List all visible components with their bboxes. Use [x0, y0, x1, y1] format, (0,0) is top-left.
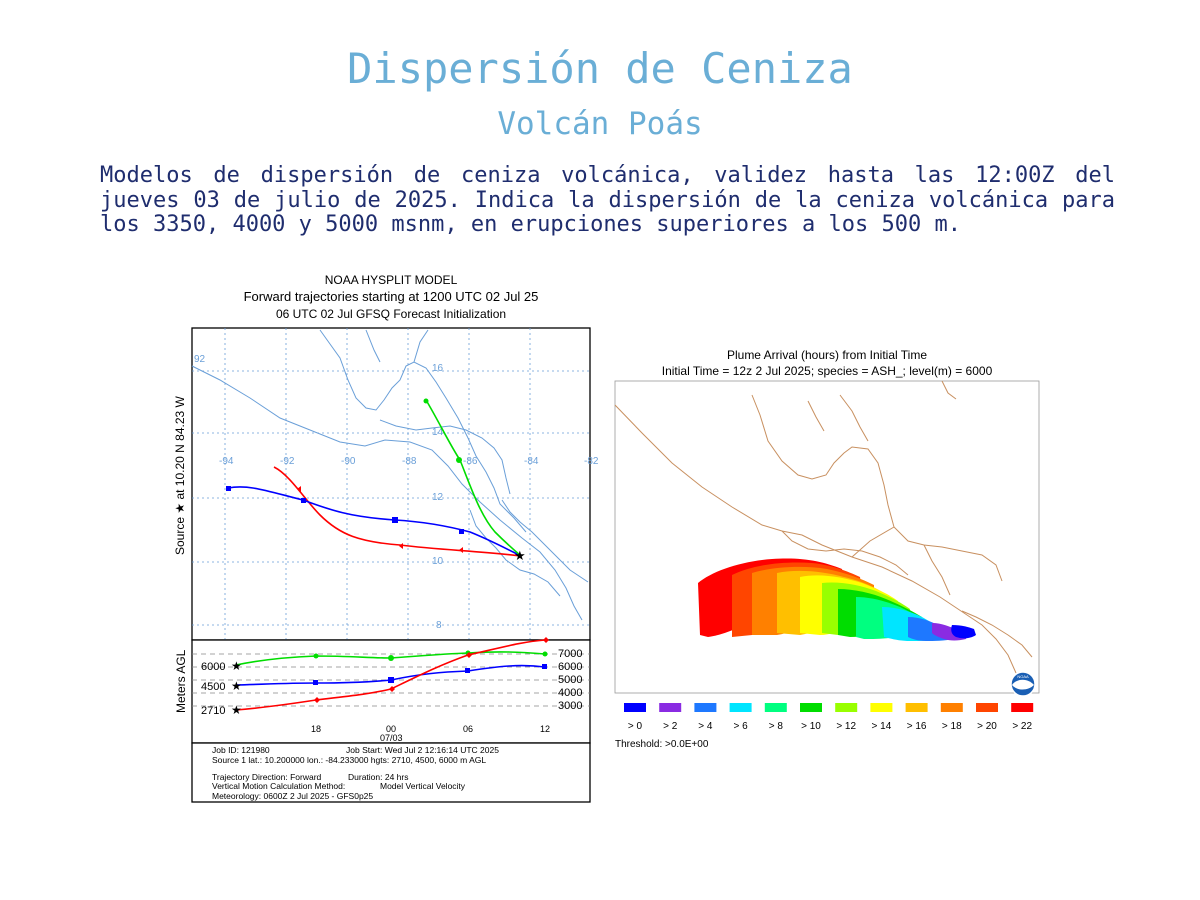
plume-threshold: Threshold: >0.0E+00: [615, 739, 709, 750]
plume-title-2: Initial Time = 12z 2 Jul 2025; species =…: [662, 364, 993, 378]
trajectory-6000-green: [423, 398, 522, 557]
legend-label: > 8: [769, 721, 784, 732]
legend-swatch: [940, 703, 963, 712]
start-star-icon: ★: [231, 659, 242, 673]
lon-label: -82: [584, 456, 599, 467]
right-height-label: 3000: [558, 700, 582, 712]
time-label: 18: [311, 724, 321, 734]
lat-label: 12: [432, 492, 444, 503]
legend-label: > 10: [801, 721, 821, 732]
height-series-red: [235, 637, 549, 711]
legend-label: > 4: [698, 721, 713, 732]
lon-label: -88: [402, 456, 417, 467]
legend-swatch: [624, 703, 646, 712]
right-height-label: 6000: [558, 661, 582, 673]
legend-label: > 18: [942, 721, 962, 732]
lon-label: -90: [341, 456, 356, 467]
info-job-start: Job Start: Wed Jul 2 12:16:14 UTC 2025: [346, 745, 499, 755]
plume-arrival-figure: Plume Arrival (hours) from Initial Time …: [612, 345, 1042, 755]
legend-label: > 0: [628, 721, 643, 732]
legend-label: > 12: [836, 721, 856, 732]
plume-legend: > 0 > 2 > 4 > 6 > 8 > 10 > 12 > 14 > 16 > 18 > 20 >…: [624, 703, 1034, 732]
svg-text:NOAA: NOAA: [1017, 674, 1029, 679]
start-star-icon: ★: [231, 703, 242, 717]
date-label: 07/03: [380, 733, 403, 743]
plume-map-panel: NOAA: [614, 380, 1040, 697]
hysplit-title-1: NOAA HYSPLIT MODEL: [325, 273, 458, 287]
page-title: Dispersión de Ceniza: [347, 44, 853, 93]
job-info-box: Job ID: 121980 Job Start: Wed Jul 2 12:1…: [191, 742, 591, 803]
source-location-label: Source ★ at 10.20 N 84.23 W: [173, 395, 187, 555]
trajectory-2710-red: [273, 466, 522, 557]
legend-label: > 2: [663, 721, 678, 732]
info-vertical-value: Model Vertical Velocity: [380, 781, 466, 791]
right-height-label: 7000: [558, 648, 582, 660]
height-axis-label: Meters AGL: [174, 649, 188, 713]
lat-label: 14: [432, 427, 444, 438]
legend-swatch: [835, 703, 858, 712]
plume-band-0: [951, 625, 976, 639]
lon-label: -86: [463, 456, 478, 467]
info-source: Source 1 lat.: 10.200000 lon.: -84.23300…: [212, 755, 486, 765]
page-description: Modelos de dispersión de ceniza volcánic…: [100, 163, 1115, 237]
page-subtitle: Volcán Poás: [497, 106, 703, 142]
info-vertical-method: Vertical Motion Calculation Method:: [212, 781, 345, 791]
trajectory-map-panel: -94 -92 -90 -88 -86 -84 -82 16 14 12 10 …: [191, 327, 599, 641]
legend-swatch: [870, 703, 893, 712]
hysplit-trajectory-figure: NOAA HYSPLIT MODEL Forward trajectories …: [170, 270, 600, 810]
lon-label: -94: [219, 456, 234, 467]
trajectory-4500-blue: [226, 486, 522, 557]
info-duration: Duration: 24 hrs: [348, 772, 408, 782]
right-height-label: 4000: [558, 687, 582, 699]
legend-swatch: [694, 703, 717, 712]
legend-label: > 22: [1012, 721, 1032, 732]
legend-swatch: [976, 703, 998, 712]
height-series-blue: [235, 664, 547, 686]
time-label: 00: [386, 724, 396, 734]
info-direction: Trajectory Direction: Forward: [212, 772, 322, 782]
legend-label: > 16: [907, 721, 927, 732]
noaa-logo: NOAA: [1010, 671, 1036, 697]
lon-label: -92: [280, 456, 295, 467]
start-star-icon: ★: [231, 679, 242, 693]
plume-title-1: Plume Arrival (hours) from Initial Time: [727, 348, 927, 362]
lon-label: -84: [524, 456, 539, 467]
legend-label: > 6: [734, 721, 749, 732]
lat-label: 8: [436, 620, 442, 631]
source-star-icon: ★: [514, 548, 526, 563]
legend-label: > 14: [872, 721, 892, 732]
legend-swatch: [905, 703, 928, 712]
legend-swatch: [1011, 703, 1034, 712]
lat-label: 10: [432, 556, 444, 567]
legend-label: > 20: [977, 721, 997, 732]
left-height-label: 6000: [201, 661, 225, 673]
legend-swatch: [764, 703, 787, 712]
lat-label: 16: [432, 363, 444, 374]
info-job-id: Job ID: 121980: [212, 745, 270, 755]
hysplit-title-3: 06 UTC 02 Jul GFSQ Forecast Initializati…: [276, 307, 506, 321]
left-height-label: 4500: [201, 681, 225, 693]
time-label: 06: [463, 724, 473, 734]
legend-swatch: [729, 703, 752, 712]
corner-label: 92: [194, 354, 206, 365]
left-height-label: 2710: [201, 705, 225, 717]
right-height-label: 5000: [558, 674, 582, 686]
legend-swatch: [800, 703, 822, 712]
legend-swatch: [659, 703, 682, 712]
time-label: 12: [540, 724, 550, 734]
height-profile-panel: ★ ★ ★ 6000 4500 2710 7000 6000 5000 4000…: [191, 637, 591, 744]
info-meteorology: Meteorology: 0600Z 2 Jul 2025 - GFS0p25: [212, 791, 373, 801]
hysplit-title-2: Forward trajectories starting at 1200 UT…: [244, 289, 539, 304]
